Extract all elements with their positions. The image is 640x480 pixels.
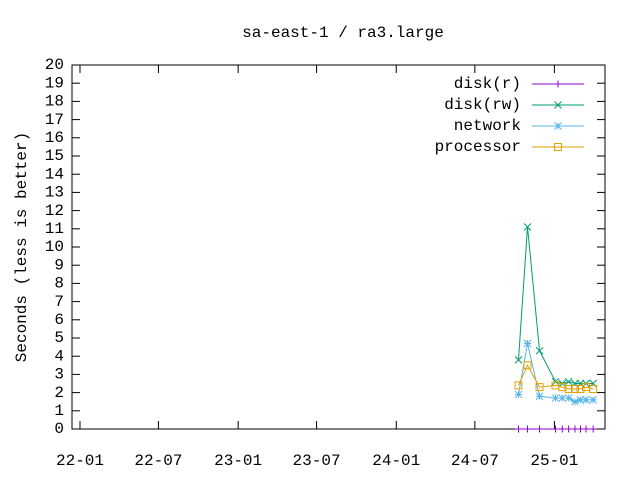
marker [582,396,590,404]
legend-label: processor [435,138,521,156]
marker [589,384,598,393]
marker [523,361,532,370]
legend-label: disk(rw) [444,96,521,114]
marker [571,397,579,406]
y-tick-label: 5 [54,329,64,347]
x-tick-label: 22-07 [134,452,182,470]
marker [524,425,532,433]
marker [589,396,597,404]
x-tick-label: 24-07 [451,452,499,470]
legend-marker [554,80,562,88]
x-tick-label: 23-01 [214,452,262,470]
marker [558,425,566,433]
marker [514,390,523,399]
marker [535,383,544,392]
y-tick-label: 1 [54,402,64,420]
plot-frame [71,64,606,430]
y-tick-label: 0 [54,420,64,438]
y-tick-label: 4 [54,347,64,365]
marker [536,425,544,433]
marker [515,425,523,433]
marker [565,425,573,433]
legend-marker [554,101,562,109]
y-tick-label: 19 [45,74,64,92]
marker [535,392,544,401]
marker [589,425,597,433]
marker [558,383,567,392]
legend-label: disk(r) [454,75,521,93]
y-tick-label: 6 [54,311,64,329]
marker [523,223,532,231]
marker [523,339,532,348]
y-tick-label: 11 [45,220,64,238]
marker [514,381,523,390]
marker [564,394,573,402]
marker [576,396,585,404]
y-tick-label: 14 [45,165,64,183]
y-tick-label: 18 [45,93,64,111]
marker [582,425,590,433]
marker [551,394,560,402]
y-tick-label: 17 [45,111,64,129]
y-tick-label: 3 [54,366,64,384]
y-tick-label: 8 [54,275,64,293]
series-line [518,226,594,385]
x-tick-label: 25-01 [530,452,578,470]
y-axis-label: Seconds (less is better) [13,132,31,362]
legend-marker [554,122,562,130]
marker [576,384,585,393]
x-tick-label: 23-07 [293,452,341,470]
y-tick-label: 12 [45,202,64,220]
marker [514,355,523,364]
y-tick-label: 7 [54,293,64,311]
marker [552,425,560,433]
y-tick-label: 16 [45,129,64,147]
marker [558,394,567,402]
x-tick-label: 22-01 [56,452,104,470]
chart-title: sa-east-1 / ra3.large [242,24,444,42]
marker [535,346,544,355]
legend-label: network [454,117,521,135]
y-tick-label: 2 [54,384,64,402]
y-tick-label: 9 [54,256,64,274]
y-tick-label: 10 [45,238,64,256]
y-tick-label: 15 [45,147,64,165]
series-line [518,343,594,403]
y-tick-label: 13 [45,184,64,202]
x-tick-label: 24-01 [372,452,420,470]
y-tick-label: 20 [45,56,64,74]
legend-marker [554,143,562,151]
